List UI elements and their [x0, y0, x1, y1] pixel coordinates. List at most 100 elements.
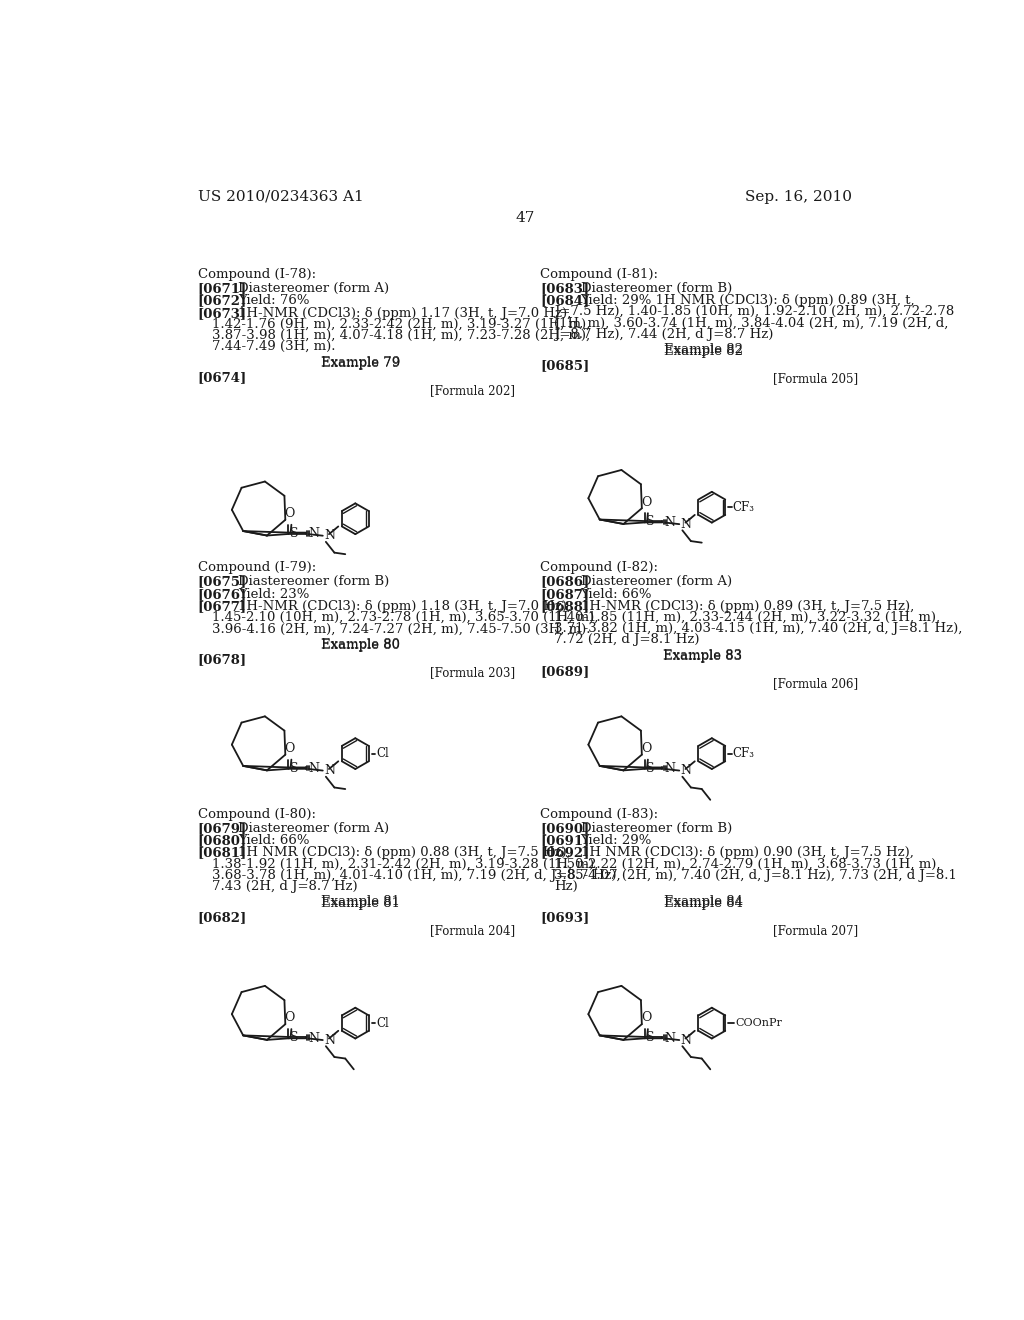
Text: [0689]: [0689] — [541, 665, 590, 677]
Text: 1.40-1.85 (11H, m), 2.33-2.44 (2H, m), 3.22-3.32 (1H, m),: 1.40-1.85 (11H, m), 2.33-2.44 (2H, m), 3… — [554, 611, 940, 624]
Text: [0685]: [0685] — [541, 359, 590, 372]
Text: 3.85-4.07 (2H, m), 7.40 (2H, d, J=8.1 Hz), 7.73 (2H, d J=8.1: 3.85-4.07 (2H, m), 7.40 (2H, d, J=8.1 Hz… — [554, 869, 957, 882]
Text: O: O — [641, 495, 651, 508]
Text: N: N — [665, 1032, 676, 1045]
Text: N: N — [308, 1032, 319, 1045]
Text: Diastereomer (form B): Diastereomer (form B) — [238, 576, 389, 589]
Text: O: O — [641, 1011, 651, 1024]
Text: N: N — [308, 528, 319, 540]
Text: 1.50-2.22 (12H, m), 2.74-2.79 (1H, m), 3.68-3.73 (1H, m),: 1.50-2.22 (12H, m), 2.74-2.79 (1H, m), 3… — [554, 858, 941, 871]
Text: N: N — [681, 517, 692, 531]
Text: Compound (I-81):: Compound (I-81): — [541, 268, 658, 281]
Text: [0684]: [0684] — [541, 294, 590, 308]
Text: [0690]: [0690] — [541, 822, 590, 834]
Text: N: N — [665, 516, 676, 529]
Text: [Formula 202]: [Formula 202] — [430, 384, 515, 397]
Text: O: O — [285, 742, 295, 755]
Text: Yield: 66%: Yield: 66% — [581, 587, 652, 601]
Text: [0671]: [0671] — [198, 282, 247, 294]
Text: CF₃: CF₃ — [733, 500, 755, 513]
Text: [Formula 206]: [Formula 206] — [773, 677, 858, 690]
Text: Yield: 76%: Yield: 76% — [238, 294, 309, 308]
Text: Compound (I-83):: Compound (I-83): — [541, 808, 658, 821]
Text: Cl: Cl — [376, 747, 389, 760]
Text: J=7.5 Hz), 1.40-1.85 (10H, m), 1.92-2.10 (2H, m), 2.72-2.78: J=7.5 Hz), 1.40-1.85 (10H, m), 1.92-2.10… — [554, 305, 954, 318]
Text: 7.43 (2H, d J=8.7 Hz): 7.43 (2H, d J=8.7 Hz) — [212, 880, 357, 892]
Text: N: N — [325, 529, 335, 543]
Text: 3.96-4.16 (2H, m), 7.24-7.27 (2H, m), 7.45-7.50 (3H, m).: 3.96-4.16 (2H, m), 7.24-7.27 (2H, m), 7.… — [212, 622, 590, 635]
Text: 47: 47 — [515, 211, 535, 224]
Text: Sep. 16, 2010: Sep. 16, 2010 — [744, 190, 852, 203]
Text: [0686]: [0686] — [541, 576, 590, 589]
Text: 7.44-7.49 (3H, m).: 7.44-7.49 (3H, m). — [212, 341, 335, 354]
Text: Example 81: Example 81 — [321, 896, 400, 909]
Text: 7.72 (2H, d J=8.1 Hz): 7.72 (2H, d J=8.1 Hz) — [554, 634, 699, 647]
Text: 1.45-2.10 (10H, m), 2.73-2.78 (1H, m), 3.65-3.70 (1H, m),: 1.45-2.10 (10H, m), 2.73-2.78 (1H, m), 3… — [212, 611, 598, 624]
Text: Example 83: Example 83 — [664, 651, 742, 664]
Text: S: S — [646, 1031, 654, 1044]
Text: Example 82: Example 82 — [664, 345, 742, 358]
Text: Example 79: Example 79 — [321, 355, 400, 368]
Text: O: O — [285, 1011, 295, 1024]
Text: [0679]: [0679] — [198, 822, 247, 834]
Text: Yield: 66%: Yield: 66% — [238, 834, 309, 847]
Text: [0672]: [0672] — [198, 294, 247, 308]
Text: [0687]: [0687] — [541, 587, 590, 601]
Text: Example 79: Example 79 — [321, 358, 400, 370]
Text: [0678]: [0678] — [198, 653, 247, 667]
Text: S: S — [646, 515, 654, 528]
Text: Hz): Hz) — [554, 880, 578, 892]
Text: N: N — [308, 763, 319, 775]
Text: [0692]: [0692] — [541, 846, 590, 859]
Text: O: O — [641, 742, 651, 755]
Text: S: S — [290, 1031, 298, 1044]
Text: Diastereomer (form A): Diastereomer (form A) — [238, 822, 389, 834]
Text: 1.38-1.92 (11H, m), 2.31-2.42 (2H, m), 3.19-3.28 (1H, m),: 1.38-1.92 (11H, m), 2.31-2.42 (2H, m), 3… — [212, 858, 598, 871]
Text: [0693]: [0693] — [541, 911, 590, 924]
Text: 1H-NMR (CDCl3): δ (ppm) 1.18 (3H, t, J=7.0 Hz),: 1H-NMR (CDCl3): δ (ppm) 1.18 (3H, t, J=7… — [238, 601, 571, 612]
Text: [Formula 203]: [Formula 203] — [430, 667, 515, 680]
Text: Example 84: Example 84 — [664, 896, 742, 909]
Text: Example 80: Example 80 — [321, 639, 400, 652]
Text: (1H, m), 3.60-3.74 (1H, m), 3.84-4.04 (2H, m), 7.19 (2H, d,: (1H, m), 3.60-3.74 (1H, m), 3.84-4.04 (2… — [554, 317, 948, 330]
Text: S: S — [646, 762, 654, 775]
Text: Example 82: Example 82 — [664, 343, 742, 356]
Text: Diastereomer (form B): Diastereomer (form B) — [581, 822, 732, 834]
Text: 1H-NMR (CDCl3): δ (ppm) 0.89 (3H, t, J=7.5 Hz),: 1H-NMR (CDCl3): δ (ppm) 0.89 (3H, t, J=7… — [581, 601, 913, 612]
Text: S: S — [290, 762, 298, 775]
Text: Cl: Cl — [376, 1016, 389, 1030]
Text: 3.71-3.82 (1H, m), 4.03-4.15 (1H, m), 7.40 (2H, d, J=8.1 Hz),: 3.71-3.82 (1H, m), 4.03-4.15 (1H, m), 7.… — [554, 622, 963, 635]
Text: [0677]: [0677] — [198, 601, 247, 612]
Text: [0676]: [0676] — [198, 587, 247, 601]
Text: Example 84: Example 84 — [664, 895, 742, 908]
Text: [0673]: [0673] — [198, 306, 247, 319]
Text: [0675]: [0675] — [198, 576, 247, 589]
Text: [0674]: [0674] — [198, 371, 247, 384]
Text: Diastereomer (form B): Diastereomer (form B) — [581, 282, 732, 294]
Text: 1H-NMR (CDCl3): δ (ppm) 1.17 (3H, t, J=7.0 Hz),: 1H-NMR (CDCl3): δ (ppm) 1.17 (3H, t, J=7… — [238, 306, 571, 319]
Text: S: S — [290, 527, 298, 540]
Text: 1H NMR (CDCl3): δ (ppm) 0.88 (3H, t, J=7.5 Hz),: 1H NMR (CDCl3): δ (ppm) 0.88 (3H, t, J=7… — [238, 846, 570, 859]
Text: Diastereomer (form A): Diastereomer (form A) — [581, 576, 732, 589]
Text: US 2010/0234363 A1: US 2010/0234363 A1 — [198, 190, 364, 203]
Text: COOnPr: COOnPr — [735, 1018, 782, 1028]
Text: [0680]: [0680] — [198, 834, 247, 847]
Text: [Formula 205]: [Formula 205] — [773, 372, 858, 384]
Text: Example 80: Example 80 — [321, 638, 400, 651]
Text: [Formula 204]: [Formula 204] — [430, 924, 515, 937]
Text: N: N — [325, 1034, 335, 1047]
Text: Yield: 29% 1H NMR (CDCl3): δ (ppm) 0.89 (3H, t,: Yield: 29% 1H NMR (CDCl3): δ (ppm) 0.89 … — [581, 294, 915, 308]
Text: N: N — [681, 764, 692, 777]
Text: J=8.7 Hz), 7.44 (2H, d J=8.7 Hz): J=8.7 Hz), 7.44 (2H, d J=8.7 Hz) — [554, 327, 773, 341]
Text: N: N — [325, 764, 335, 777]
Text: [Formula 207]: [Formula 207] — [773, 924, 858, 937]
Text: [0681]: [0681] — [198, 846, 247, 859]
Text: Example 83: Example 83 — [664, 649, 742, 661]
Text: Compound (I-82):: Compound (I-82): — [541, 561, 658, 574]
Text: Compound (I-78):: Compound (I-78): — [198, 268, 315, 281]
Text: CF₃: CF₃ — [733, 747, 755, 760]
Text: Compound (I-80):: Compound (I-80): — [198, 808, 315, 821]
Text: N: N — [681, 1034, 692, 1047]
Text: 1.42-1.76 (9H, m), 2.33-2.42 (2H, m), 3.19-3.27 (1H, m),: 1.42-1.76 (9H, m), 2.33-2.42 (2H, m), 3.… — [212, 318, 590, 331]
Text: [0691]: [0691] — [541, 834, 590, 847]
